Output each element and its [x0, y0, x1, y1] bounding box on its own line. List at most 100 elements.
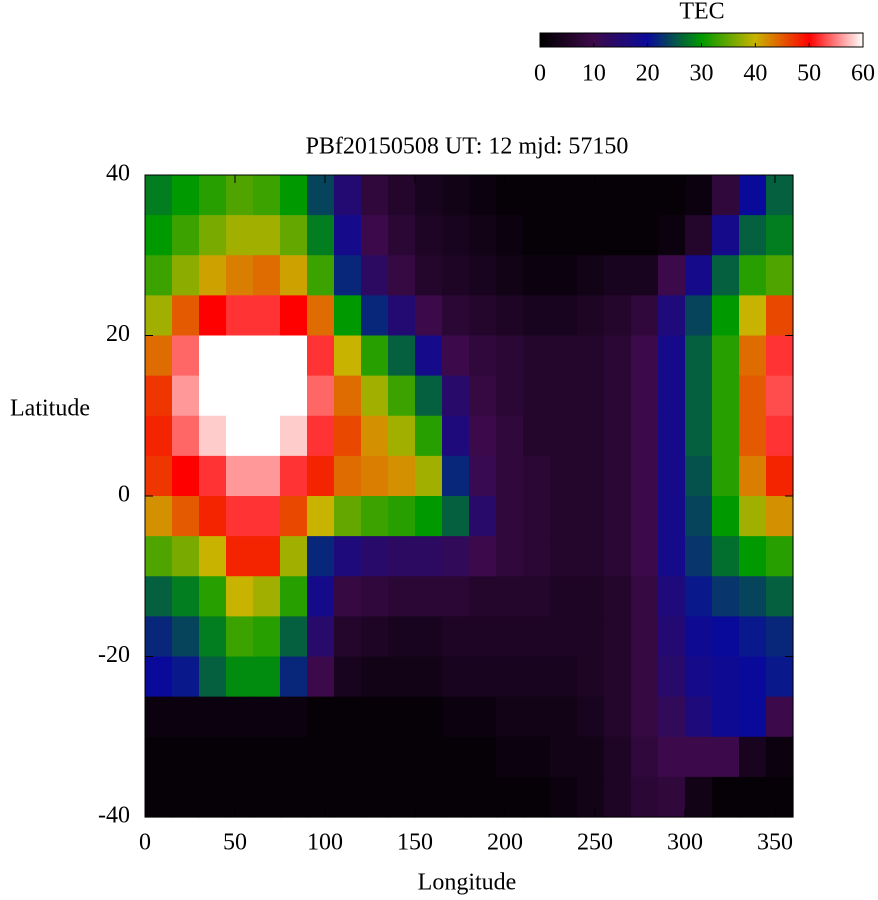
heat-cell	[739, 455, 767, 497]
heat-cell	[442, 415, 470, 457]
heat-cell	[172, 375, 200, 417]
heat-cell	[496, 175, 524, 216]
heat-cell	[631, 776, 659, 818]
heat-cell	[307, 736, 335, 778]
heat-cell	[577, 776, 605, 818]
heat-cell	[199, 656, 227, 698]
heat-cell	[523, 696, 551, 738]
heat-cell	[577, 255, 605, 296]
heat-cell	[145, 576, 173, 617]
heat-cell	[496, 536, 524, 577]
heat-cell	[145, 696, 173, 738]
heat-cell	[442, 776, 470, 818]
heat-cell	[361, 175, 389, 216]
heat-cell	[685, 616, 713, 658]
heat-cell	[253, 776, 281, 818]
heat-cell	[685, 656, 713, 698]
heat-cell	[280, 295, 308, 337]
heat-cell	[577, 415, 605, 457]
heat-cell	[442, 656, 470, 698]
heat-cell	[685, 375, 713, 417]
heat-cell	[496, 776, 524, 818]
heat-cell	[307, 215, 335, 256]
heat-cell	[658, 536, 686, 577]
heat-cell	[523, 536, 551, 577]
heat-cell	[766, 496, 794, 537]
heat-cell	[253, 576, 281, 617]
heat-cell	[685, 335, 713, 377]
heat-cell	[658, 696, 686, 738]
heat-cell	[442, 616, 470, 658]
heat-cell	[469, 255, 497, 296]
heat-cell	[199, 215, 227, 256]
heat-cell	[415, 496, 443, 537]
heat-cell	[739, 576, 767, 617]
heat-cell	[766, 335, 794, 377]
heat-cell	[496, 696, 524, 738]
heat-cell	[604, 375, 632, 417]
heat-cell	[199, 696, 227, 738]
heat-cell	[334, 455, 362, 497]
heat-cell	[145, 736, 173, 778]
heat-cell	[469, 335, 497, 377]
heat-cell	[361, 415, 389, 457]
x-tick-label: 150	[397, 830, 433, 856]
heat-cell	[496, 255, 524, 296]
heat-cell	[523, 736, 551, 778]
heat-cell	[658, 335, 686, 377]
heat-cell	[172, 215, 200, 256]
heat-cell	[685, 576, 713, 617]
heat-cell	[307, 295, 335, 337]
heat-cell	[388, 215, 416, 256]
heat-cell	[172, 255, 200, 296]
heat-cell	[685, 696, 713, 738]
heat-cell	[577, 696, 605, 738]
heat-cell	[739, 696, 767, 738]
heat-cell	[442, 215, 470, 256]
heat-cell	[388, 496, 416, 537]
heat-cell	[145, 776, 173, 818]
heat-cell	[550, 536, 578, 577]
heat-cell	[388, 415, 416, 457]
heat-cell	[739, 656, 767, 698]
heat-cell	[685, 776, 713, 818]
heat-cell	[712, 576, 740, 617]
heat-cell	[253, 255, 281, 296]
heat-cell	[712, 215, 740, 256]
heat-cell	[712, 536, 740, 577]
heat-cell	[550, 776, 578, 818]
heat-cell	[253, 215, 281, 256]
heat-cell	[226, 776, 254, 818]
heat-cell	[442, 536, 470, 577]
heat-cell	[307, 415, 335, 457]
heat-cell	[631, 295, 659, 337]
heat-cell	[145, 656, 173, 698]
heat-cell	[685, 536, 713, 577]
heat-cell	[766, 616, 794, 658]
heat-cell	[658, 215, 686, 256]
heat-cell	[739, 536, 767, 577]
heat-cell	[199, 335, 227, 377]
heat-cell	[145, 415, 173, 457]
heat-cell	[577, 335, 605, 377]
heat-cell	[739, 175, 767, 216]
heat-cell	[172, 455, 200, 497]
heat-cell	[253, 536, 281, 577]
heat-cell	[199, 736, 227, 778]
heat-cell	[361, 656, 389, 698]
heat-cell	[631, 175, 659, 216]
heat-cell	[280, 536, 308, 577]
heat-cell	[361, 616, 389, 658]
heat-cell	[712, 776, 740, 818]
heat-cell	[712, 736, 740, 778]
heat-cell	[388, 616, 416, 658]
heat-cell	[658, 496, 686, 537]
heat-cell	[280, 175, 308, 216]
heat-cell	[631, 455, 659, 497]
heat-cell	[226, 415, 254, 457]
heat-cell	[280, 616, 308, 658]
heat-cell	[766, 295, 794, 337]
y-tick-label: 20	[106, 321, 130, 347]
colorbar-tick-label: 60	[851, 61, 875, 87]
colorbar-tick-label: 50	[797, 61, 821, 87]
